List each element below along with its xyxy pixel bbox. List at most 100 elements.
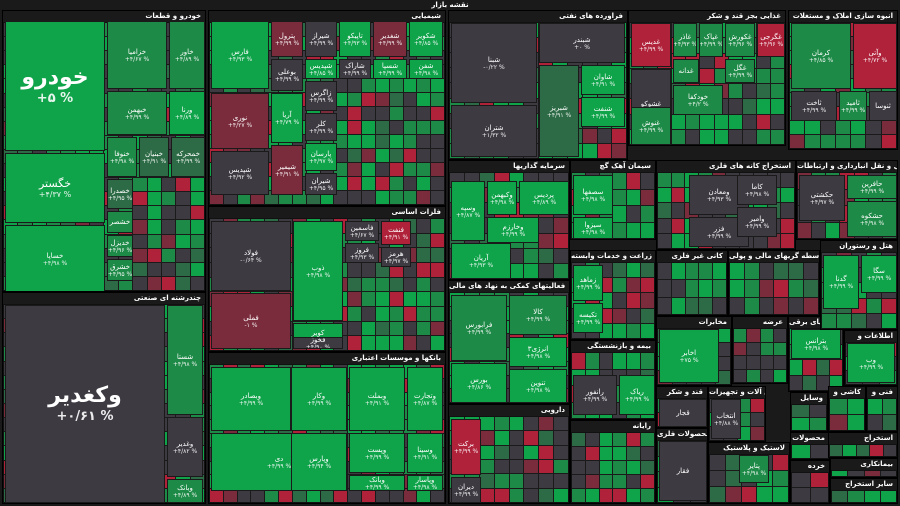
- stock-tile[interactable]: قجار: [659, 399, 707, 427]
- sector-ghaza[interactable]: غذایی بجز قند و شکر غدیس +۴/۹۹ % غاذر +۴/۹۳ …: [628, 10, 786, 146]
- stock-tile[interactable]: انتخاب +۴/۸۸ %: [711, 399, 741, 439]
- stock-tile[interactable]: بورس +۴/۸۶ %: [451, 363, 507, 403]
- stock-tile[interactable]: شپدیس +۴/۸۵ %: [305, 59, 337, 79]
- stock-tile[interactable]: پتایر +۴/۹۸ %: [739, 455, 769, 483]
- sector-rayane[interactable]: رایانه: [570, 420, 656, 504]
- stock-tile[interactable]: وکار +۴/۹۹ %: [291, 367, 347, 431]
- stock-tile[interactable]: انرژی۳ +۴/۹۸ %: [509, 337, 567, 367]
- stock-tile[interactable]: وخارزم +۴/۹۹ %: [487, 217, 539, 243]
- stock-tile[interactable]: وپاسار +۴/۹۸ %: [407, 475, 443, 491]
- stock-tile[interactable]: تاپیکو +۴/۹۳ %: [339, 21, 371, 57]
- stock-tile[interactable]: ثاخت +۴/۹۹ %: [791, 91, 837, 121]
- stock-tile[interactable]: وامیر +۴/۹۹ %: [737, 207, 777, 237]
- stock-tile[interactable]: فخوز +۴/۹۰ %: [293, 337, 343, 349]
- sector-ettelaat[interactable]: اطلاعات و وب +۴/۹۹ %: [844, 330, 898, 386]
- stock-tile[interactable]: کرمان +۴/۸۵ %: [791, 23, 851, 89]
- sector-bimeh[interactable]: بیمه و بازنشستگی رانفور +۴/۹۹ % ریاک +۴/۹۹ %: [570, 340, 656, 420]
- sector-fanni[interactable]: فنی و: [866, 386, 898, 432]
- sector-mokhaberat[interactable]: مخابرات اخابر +۷۵ %: [656, 316, 732, 386]
- sector-mali[interactable]: فعالیتهای کمکی به نهاد های مالی فرابورس +۴…: [448, 280, 570, 404]
- stock-tile[interactable]: شسپا +۴/۹۹ %: [373, 59, 407, 79]
- stock-tile[interactable]: شغدیر +۴/۹۹ %: [373, 21, 407, 57]
- stock-tile[interactable]: غنوش +۴/۹۹ %: [631, 107, 671, 145]
- stock-tile[interactable]: پترول +۴/۹۹ %: [271, 21, 303, 57]
- sector-kani[interactable]: استخراج کانه های فلزی ومعادن +۴/۹۳ % کاما +۴…: [656, 160, 796, 250]
- sector-bank[interactable]: بانکها و موسسات اعتباری وبصادر +۴/۹۹ % وبمل…: [208, 352, 446, 504]
- stock-tile[interactable]: فملی -۱ %: [211, 293, 291, 349]
- stock-tile[interactable]: فارس +۴/۹۳ %: [211, 21, 269, 89]
- sector-sayer[interactable]: سایر استخراج: [830, 478, 898, 504]
- stock-tile[interactable]: حشکوه +۴/۹۸ %: [847, 201, 897, 237]
- sector-siman[interactable]: سیمان آهک گچ سصفها +۴/۹۸ % سیزوا +۴/۹۸ %: [570, 160, 656, 240]
- stock-tile[interactable]: نوری +۴/۲۷ %: [211, 93, 269, 149]
- stock-tile[interactable]: ثامید +۴/۹۹ %: [839, 91, 867, 121]
- stock-tile[interactable]: غدیس +۴/۹۹ %: [631, 23, 671, 67]
- stock-tile[interactable]: غکورش +۴/۹۶ %: [725, 23, 755, 57]
- stock-tile[interactable]: آریان +۴/۹۳ %: [451, 243, 511, 279]
- stock-tile[interactable]: حکشتی +۴/۹۷ %: [799, 175, 845, 221]
- stock-tile[interactable]: غپاک +۴/۹۹ %: [699, 23, 723, 57]
- stock-tile[interactable]: خنوفا +۴/۹۸ %: [107, 137, 137, 177]
- sector-mahsoolat[interactable]: محصولات: [790, 432, 830, 460]
- sector-kashi[interactable]: کاشی و: [828, 386, 866, 432]
- sector-ghand[interactable]: قند و شکر قجار: [656, 386, 708, 428]
- stock-tile[interactable]: فرابورس +۴/۹۹ %: [451, 295, 507, 361]
- stock-tile[interactable]: ورنا +۴/۸۹ %: [169, 91, 205, 135]
- stock-tile[interactable]: سگا +۴/۹۹ %: [861, 255, 897, 293]
- sector-chandreshte[interactable]: چندرشته ای صنعتی وکغدیر +۰/۶۱ % شستا +۴/۹۸ %…: [2, 292, 206, 504]
- sector-felezat[interactable]: فلزات اساسی فولاد -۰/۶۴ % ذوب +۴/۹۸ % فملی -۱ …: [208, 206, 446, 352]
- stock-tile[interactable]: ثنوسا: [869, 91, 897, 121]
- sector-biman[interactable]: بیمانکاری: [830, 458, 898, 478]
- stock-tile[interactable]: غدانه: [673, 59, 699, 83]
- stock-tile[interactable]: وکغدیر +۰/۶۱ %: [5, 305, 165, 503]
- stock-tile[interactable]: شاوان +۴/۹۱ %: [581, 65, 625, 95]
- sector-hamlonaql[interactable]: حمل و نقل انبارداری و ارتباطاتحافرین+۴/۹…: [796, 160, 898, 240]
- stock-tile[interactable]: شفن +۴/۹۸ %: [409, 59, 443, 79]
- stock-tile[interactable]: سیزوا +۴/۹۸ %: [573, 217, 613, 239]
- stock-tile[interactable]: وبملت +۴/۹۱ %: [349, 367, 405, 431]
- stock-tile[interactable]: خشرق +۴/۹۵ %: [107, 259, 133, 281]
- stock-tile[interactable]: وب +۴/۹۹ %: [847, 343, 895, 383]
- sector-khodro[interactable]: خودرو و قطعات خودرو +۵ % خگستر +۴/۳۷ % خساپا +…: [2, 10, 206, 292]
- stock-tile[interactable]: بوعلی +۴/۹۹ %: [271, 59, 303, 91]
- stock-tile[interactable]: شبریز +۴/۹۱ %: [539, 65, 579, 157]
- stock-tile[interactable]: رانفور +۴/۹۹ %: [573, 375, 617, 415]
- sector-sarmaye[interactable]: سرمایه گذاریها وسپه +۴/۸۷ % وکبهمن +۴/۹۸ % پر…: [448, 160, 570, 280]
- stock-tile[interactable]: وپارس +۴/۹۴ %: [291, 433, 347, 491]
- stock-tile[interactable]: شیران +۴/۹۵ %: [305, 173, 337, 195]
- stock-tile[interactable]: خبهمن +۴/۹۹ %: [107, 91, 167, 135]
- sector-zeraat[interactable]: زراعت و خدمات وابسته زماهد +۴/۹۹ % تکیسه +۴/…: [570, 250, 656, 340]
- stock-tile[interactable]: شبندر +۰ %: [539, 23, 625, 63]
- stock-tile[interactable]: خدیزل +۴/۹۶ %: [107, 235, 133, 257]
- sector-shimiyayi[interactable]: شیمیایی فارس +۴/۹۳ % پترول +۴/۹۹ % شیراز +۴/۹۹…: [208, 10, 446, 206]
- stock-tile[interactable]: سصفها +۴/۹۸ %: [573, 175, 613, 215]
- stock-tile[interactable]: شستا +۴/۹۸ %: [167, 305, 203, 415]
- stock-tile[interactable]: ذوب +۴/۹۸ %: [293, 221, 343, 321]
- sector-felezi[interactable]: محصولات فلزی فقار: [656, 428, 708, 504]
- stock-tile[interactable]: وسپه +۴/۸۷ %: [451, 181, 485, 241]
- stock-tile[interactable]: فروز +۴/۹۳ %: [345, 243, 379, 263]
- sector-estekhraj[interactable]: استخراج: [828, 432, 898, 458]
- stock-tile[interactable]: وکبهمن +۴/۹۸ %: [487, 181, 517, 215]
- stock-tile[interactable]: برکت +۴/۹۹ %: [451, 419, 481, 475]
- sector-vasayel[interactable]: وسایل: [790, 392, 828, 432]
- stock-tile[interactable]: شاراک +۴/۹۹ %: [339, 59, 371, 79]
- sector-vasete[interactable]: واسطه گریهای مالی و پولی: [728, 250, 820, 316]
- stock-tile[interactable]: وغدیر +۴/۸۲ %: [167, 417, 203, 477]
- stock-tile[interactable]: وتجارت +۴/۸۷ %: [407, 367, 443, 431]
- stock-tile[interactable]: تنوین +۴/۹۸ %: [509, 369, 567, 403]
- stock-tile[interactable]: خصدرا +۴/۹۵ %: [107, 179, 133, 209]
- stock-tile[interactable]: شپدیس +۴/۹۲ %: [211, 151, 269, 195]
- stock-tile[interactable]: وبانک +۴/۹۹ %: [349, 475, 405, 491]
- stock-tile[interactable]: شکویر +۴/۸۵ %: [409, 21, 443, 57]
- stock-tile[interactable]: تکیسه +۴/۹۹ %: [573, 303, 603, 333]
- stock-tile[interactable]: گدنا +۴/۹۹ %: [823, 255, 859, 309]
- stock-tile[interactable]: شیمیر +۴/۹۱ %: [271, 145, 303, 195]
- stock-tile[interactable]: کاما +۴/۹۸ %: [737, 175, 777, 205]
- sector-khorde[interactable]: خرده: [790, 460, 830, 504]
- stock-tile[interactable]: فاسمین +۴/۶۷ %: [345, 221, 379, 241]
- stock-tile[interactable]: پردیس +۴/۸۹ %: [519, 181, 569, 215]
- stock-tile[interactable]: هرمز +۴/۹۷ %: [381, 247, 411, 267]
- stock-tile[interactable]: وبانک +۴/۸۹ %: [167, 479, 203, 503]
- stock-tile[interactable]: شتران +۱/۳۲ %: [451, 105, 537, 157]
